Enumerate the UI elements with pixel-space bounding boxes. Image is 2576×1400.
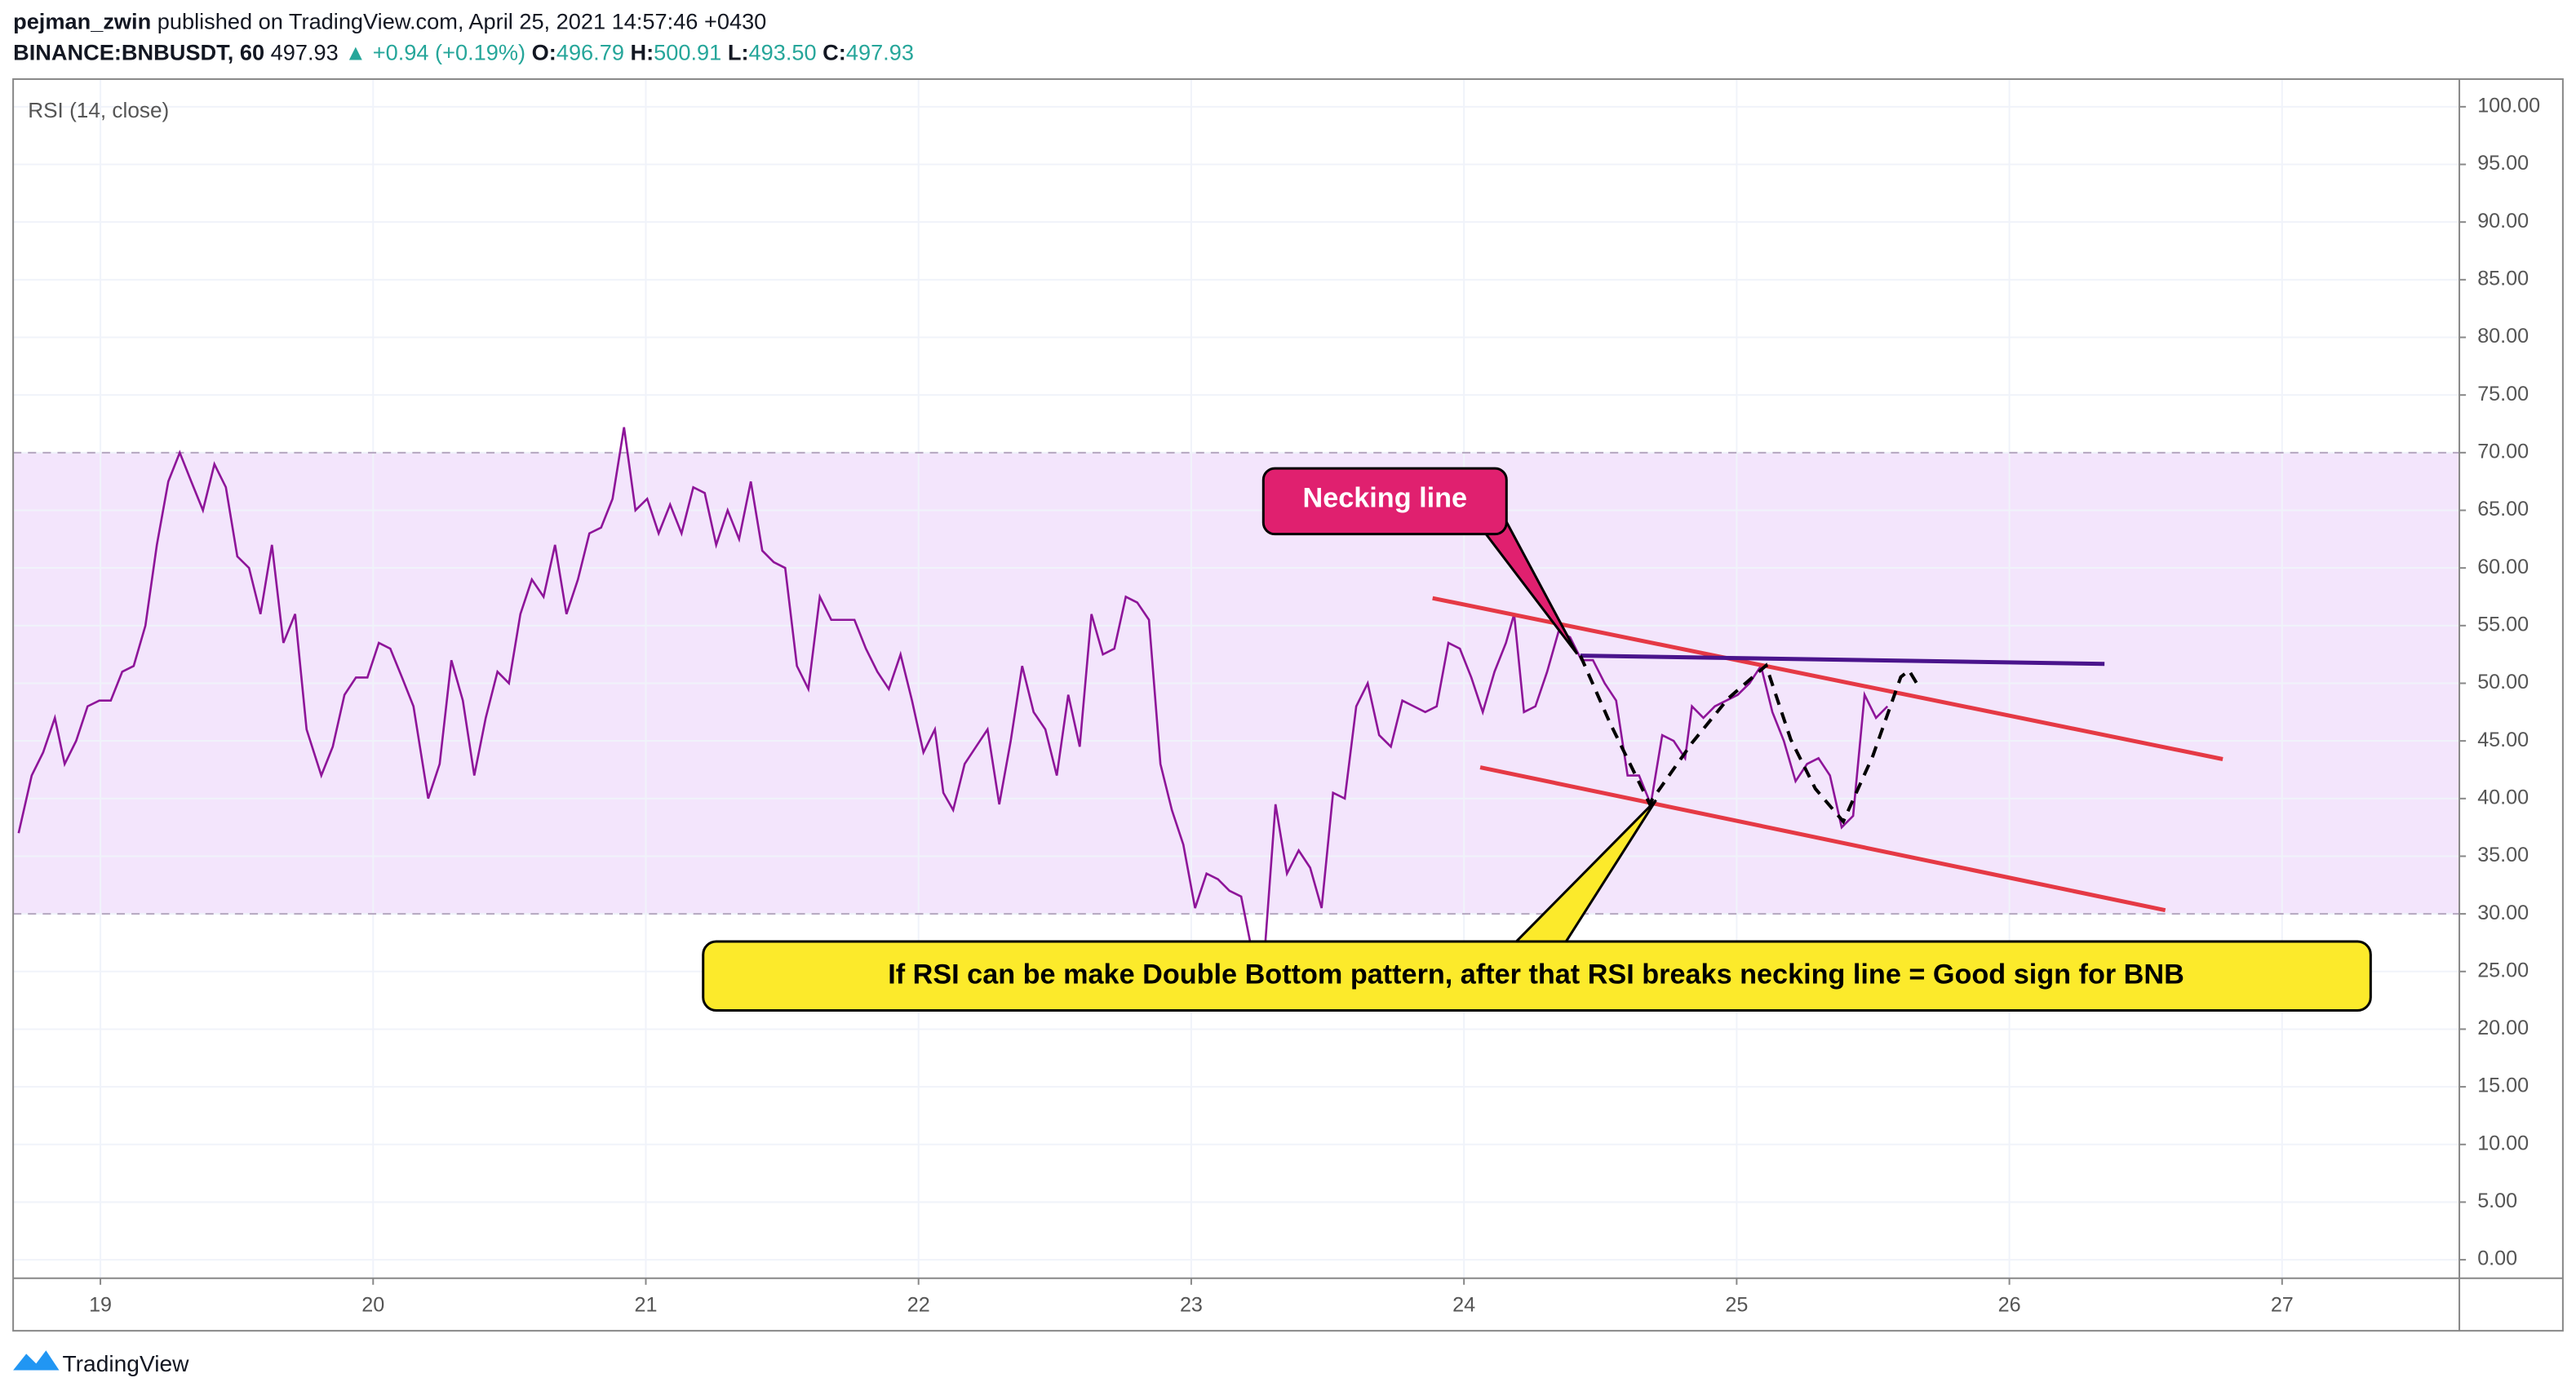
x-tick-label: 22 <box>907 1294 930 1317</box>
open: 496.79 <box>556 40 624 65</box>
y-tick-label: 20.00 <box>2477 1017 2529 1039</box>
l-label: L: <box>728 40 749 65</box>
price: 497.93 <box>271 40 339 65</box>
symbol: BINANCE:BNBUSDT, 60 <box>13 40 264 65</box>
y-tick-label: 25.00 <box>2477 959 2529 981</box>
y-tick-label: 100.00 <box>2477 94 2540 117</box>
low: 493.50 <box>749 40 817 65</box>
y-tick-label: 55.00 <box>2477 613 2529 636</box>
y-tick-label: 95.00 <box>2477 152 2529 175</box>
o-label: O: <box>532 40 556 65</box>
close: 497.93 <box>846 40 914 65</box>
brand: TradingView <box>63 1350 190 1376</box>
necking-text: Necking line <box>1303 482 1468 513</box>
y-tick-label: 15.00 <box>2477 1074 2529 1097</box>
header-line-2: BINANCE:BNBUSDT, 60 497.93 ▲ +0.94 (+0.1… <box>13 40 914 65</box>
y-tick-label: 60.00 <box>2477 556 2529 578</box>
y-tick-label: 75.00 <box>2477 383 2529 405</box>
trend-line-lower <box>1479 765 2166 913</box>
x-tick-label: 25 <box>1725 1294 1748 1317</box>
x-tick-label: 23 <box>1180 1294 1203 1317</box>
necking-callout <box>1261 467 1508 536</box>
x-tick-label: 20 <box>361 1294 384 1317</box>
base-layer: 0.00 5.00 10.00 15.00 20.00 25.00 30.00 35.00 40… <box>13 78 2540 1317</box>
y-tick-label: 35.00 <box>2477 844 2529 866</box>
indicator-title: RSI (14, close) <box>28 98 169 122</box>
logo <box>13 1350 60 1371</box>
pattern-callout <box>702 940 2372 1012</box>
y-tick-label: 30.00 <box>2477 902 2529 924</box>
high: 500.91 <box>654 40 721 65</box>
frame <box>12 78 2564 1332</box>
h-label: H: <box>631 40 654 65</box>
pattern-text: If RSI can be make Double Bottom pattern… <box>888 959 2184 990</box>
change: ▲ +0.94 (+0.19%) <box>344 40 525 65</box>
author: pejman_zwin <box>13 9 151 34</box>
header-line-1: pejman_zwin published on TradingView.com… <box>13 9 766 34</box>
trend-line-upper <box>1432 596 2224 761</box>
published: published on TradingView.com, April 25, … <box>157 9 767 34</box>
y-tick-label: 90.00 <box>2477 210 2529 233</box>
necking-line <box>1580 653 2105 667</box>
y-tick-label: 40.00 <box>2477 786 2529 809</box>
y-tick-label: 80.00 <box>2477 325 2529 348</box>
y-tick-label: 50.00 <box>2477 671 2529 693</box>
x-tick-label: 19 <box>89 1294 112 1317</box>
y-tick-label: 85.00 <box>2477 267 2529 290</box>
y-tick-label: 10.00 <box>2477 1132 2529 1154</box>
x-tick-label: 24 <box>1452 1294 1475 1317</box>
y-tick-label: 70.00 <box>2477 440 2529 463</box>
y-tick-label: 65.00 <box>2477 498 2529 521</box>
c-label: C: <box>822 40 846 65</box>
double-bottom-path <box>1579 654 1921 825</box>
y-tick-label: 45.00 <box>2477 729 2529 751</box>
x-tick-label: 26 <box>1998 1294 2021 1317</box>
x-tick-label: 27 <box>2271 1294 2294 1317</box>
y-tick-label: 0.00 <box>2477 1247 2517 1270</box>
x-tick-label: 21 <box>635 1294 658 1317</box>
y-tick-label: 5.00 <box>2477 1190 2517 1212</box>
